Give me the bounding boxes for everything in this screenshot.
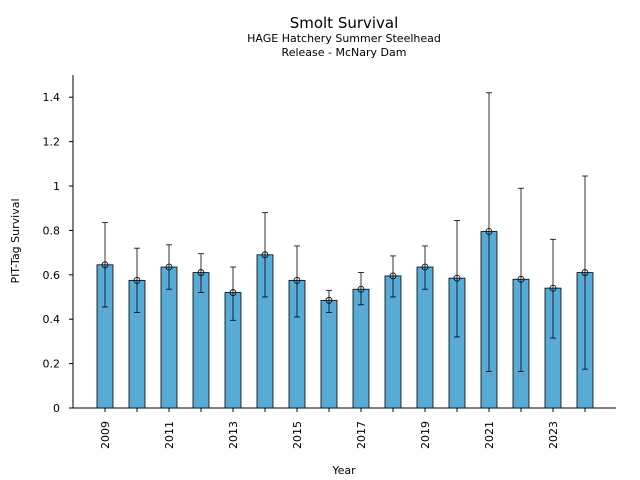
bar — [352, 288, 370, 409]
x-tick-label: 2009 — [99, 421, 112, 449]
x-tick-label: 2019 — [419, 421, 432, 449]
point-marker — [357, 285, 365, 293]
point-marker — [165, 263, 173, 271]
point-marker — [293, 276, 301, 284]
point-marker — [389, 272, 397, 280]
y-tick-label: 1.2 — [43, 136, 61, 149]
point-marker — [453, 274, 461, 282]
x-axis-label: Year — [331, 464, 356, 477]
y-tick-label: 0.2 — [43, 358, 61, 371]
point-marker — [485, 228, 493, 235]
point-marker — [229, 289, 237, 296]
point-marker — [197, 269, 205, 276]
x-tick-label: 2017 — [355, 421, 368, 449]
point-marker — [261, 251, 269, 259]
chart-subtitle-line-2: Release - McNary Dam — [282, 46, 407, 59]
y-tick-label: 0.4 — [43, 313, 61, 326]
y-tick-label: 0.8 — [43, 224, 61, 237]
y-tick-label: 0.6 — [43, 269, 61, 282]
point-marker — [581, 269, 589, 276]
y-axis-label: PIT-Tag Survival — [9, 198, 22, 283]
y-tick-label: 1.4 — [43, 91, 61, 104]
point-marker — [421, 263, 429, 271]
y-tick-label: 1 — [53, 180, 60, 193]
point-marker — [517, 275, 525, 283]
bar — [320, 299, 338, 409]
point-marker — [101, 261, 109, 269]
point-marker — [325, 296, 333, 304]
chart-subtitle-line-1: HAGE Hatchery Summer Steelhead — [247, 32, 441, 45]
y-tick-label: 0 — [53, 402, 60, 415]
x-tick-label: 2023 — [547, 421, 560, 449]
point-marker — [133, 276, 141, 284]
point-marker — [549, 284, 557, 292]
x-tick-label: 2021 — [483, 421, 496, 449]
x-tick-label: 2015 — [291, 421, 304, 449]
chart-title: Smolt Survival — [290, 14, 399, 32]
plot-area: 0 0.2 0.4 0.6 0.8 1 1.2 1.4 2009 2011 2013 2015 2017… — [43, 75, 616, 449]
x-tick-label: 2011 — [163, 421, 176, 449]
x-tick-label: 2013 — [227, 421, 240, 449]
